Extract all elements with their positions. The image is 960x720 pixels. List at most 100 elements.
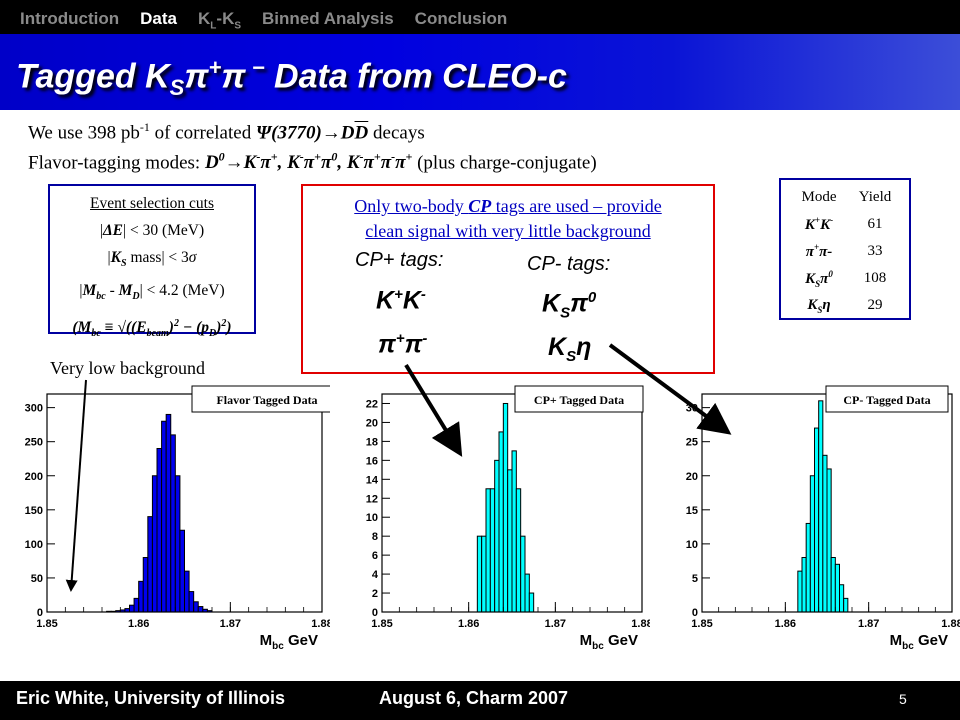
yield-header-row: Mode Yield — [791, 184, 903, 211]
nav-item-conclusion[interactable]: Conclusion — [414, 9, 508, 28]
mode-ks-pi0: KSπ0 — [542, 289, 597, 322]
legend-box — [825, 385, 949, 413]
y-tick-label: 8 — [372, 531, 378, 543]
intro-line-2: Flavor-tagging modes: D0→K-π+, K-π+π0, K… — [28, 150, 597, 174]
yield-header-mode: Mode — [801, 189, 837, 205]
x-tick-label: 1.86 — [128, 618, 149, 630]
mode-pipi: π+π- — [378, 330, 428, 359]
plot-frame — [46, 393, 323, 613]
x-tick-label: 1.87 — [858, 618, 879, 630]
x-tick-label: 1.85 — [371, 618, 392, 630]
selection-cuts-box: Event selection cuts |ΔE| < 30 (MeV) |KS… — [48, 184, 256, 339]
yield-value: 108 — [863, 270, 887, 286]
y-tick-label: 200 — [25, 471, 43, 483]
x-tick-label: 1.85 — [691, 618, 712, 630]
x-tick-label: 1.88 — [311, 618, 330, 630]
legend-label: CP+ Tagged Data — [534, 393, 624, 407]
x-tick-label: 1.88 — [631, 618, 650, 630]
nav-item-introduction[interactable]: Introduction — [20, 9, 120, 28]
intro-line-1: We use 398 pb-1 of correlated Ψ(3770)→DD… — [28, 120, 425, 144]
table-row: K+K- 61 — [791, 211, 903, 238]
yield-table: Mode Yield K+K- 61 π+π- 33 KSπ0 108 KSη 29 — [791, 184, 903, 319]
nav-item-kl-ks[interactable]: KL-KS — [198, 9, 242, 32]
mode-kk: K+K- — [376, 286, 426, 315]
cp-minus-label: CP- tags: — [527, 253, 611, 275]
y-tick-label: 16 — [366, 455, 378, 467]
cp-tags-header: Only two-body CP tags are used – provide… — [303, 194, 713, 244]
x-tick-label: 1.87 — [220, 618, 241, 630]
cp-tags-box: Only two-body CP tags are used – provide… — [301, 184, 715, 374]
y-tick-label: 18 — [366, 436, 378, 448]
plot-frame — [381, 393, 643, 613]
footer-author: Eric White, University of Illinois — [16, 688, 286, 708]
title-bar — [0, 34, 960, 110]
y-tick-label: 150 — [25, 505, 43, 517]
footer-bar: Eric White, University of Illinois Augus… — [0, 681, 960, 720]
y-tick-label: 14 — [366, 474, 379, 486]
cut-delta-e: |ΔE| < 30 (MeV) — [99, 222, 205, 239]
y-tick-label: 0 — [37, 607, 43, 619]
yield-table-box: Mode Yield K+K- 61 π+π- 33 KSπ0 108 KSη 29 — [779, 178, 911, 320]
y-tick-label: 25 — [686, 437, 698, 449]
legend-box — [191, 385, 330, 413]
arrow-cp-minus — [608, 343, 732, 435]
y-tick-label: 15 — [686, 505, 698, 517]
yield-mode: π+π- — [805, 242, 833, 260]
y-tick-label: 300 — [25, 403, 43, 415]
legend-label: Flavor Tagged Data — [216, 393, 317, 407]
y-tick-label: 20 — [686, 471, 698, 483]
table-row: π+π- 33 — [791, 238, 903, 265]
arrow-low-background — [65, 379, 87, 592]
nav-item-data[interactable]: Data — [140, 9, 178, 28]
legend-box — [514, 385, 644, 413]
nav-item-binned-analysis[interactable]: Binned Analysis — [262, 9, 394, 28]
y-tick-label: 2 — [372, 588, 378, 600]
y-tick-label: 0 — [692, 607, 698, 619]
yield-mode: K+K- — [804, 215, 834, 233]
page-number: 5 — [899, 691, 907, 707]
y-tick-label: 22 — [366, 398, 378, 410]
y-tick-label: 12 — [366, 493, 378, 505]
slide-title: Tagged KSπ+π − Data from CLEO-c — [16, 55, 567, 101]
y-tick-label: 20 — [366, 417, 378, 429]
y-tick-label: 250 — [25, 437, 43, 449]
cuts-heading: Event selection cuts — [90, 195, 214, 212]
yield-value: 29 — [867, 297, 883, 313]
legend-label: CP- Tagged Data — [843, 393, 930, 407]
cut-mbc: |Mbc - MD| < 4.2 (MeV) — [79, 282, 225, 303]
x-tick-label: 1.88 — [941, 618, 960, 630]
y-tick-label: 10 — [366, 512, 378, 524]
y-tick-label: 5 — [692, 573, 698, 585]
cp-plus-label: CP+ tags: — [355, 249, 444, 271]
arrow-cp-plus — [404, 363, 463, 457]
x-tick-label: 1.85 — [36, 618, 57, 630]
y-tick-label: 6 — [372, 550, 378, 562]
y-tick-label: 50 — [31, 573, 43, 585]
y-tick-label: 0 — [372, 607, 378, 619]
mode-ks-eta: KSη — [548, 333, 592, 365]
y-tick-label: 100 — [25, 539, 43, 551]
table-row: KSπ0 108 — [791, 265, 903, 292]
cp-header-line-2: clean signal with very little background — [365, 221, 651, 241]
cut-mbc-definition: (Mbc ≡ √((Ebeam)2 − (pD)2) — [72, 318, 232, 340]
x-tick-label: 1.86 — [775, 618, 796, 630]
cp-header-line-1: Only two-body CP tags are used – provide — [354, 196, 662, 216]
x-tick-label: 1.86 — [458, 618, 479, 630]
y-tick-label: 4 — [372, 569, 379, 581]
table-row: KSη 29 — [791, 292, 903, 319]
yield-mode: KSη — [807, 296, 831, 315]
yield-value: 33 — [867, 243, 883, 259]
footer-event: August 6, Charm 2007 — [379, 688, 569, 708]
x-tick-label: 1.87 — [545, 618, 566, 630]
section-nav: Introduction Data KL-KS Binned Analysis Conc… — [20, 9, 528, 31]
yield-mode: KSπ0 — [805, 268, 833, 289]
top-nav-bar: Introduction Data KL-KS Binned Analysis Conc… — [0, 0, 960, 40]
cut-ks-mass: |KS mass| < 3σ — [107, 249, 197, 270]
y-tick-label: 10 — [686, 539, 698, 551]
yield-value: 61 — [867, 216, 883, 232]
low-background-annotation: Very low background — [50, 358, 205, 378]
